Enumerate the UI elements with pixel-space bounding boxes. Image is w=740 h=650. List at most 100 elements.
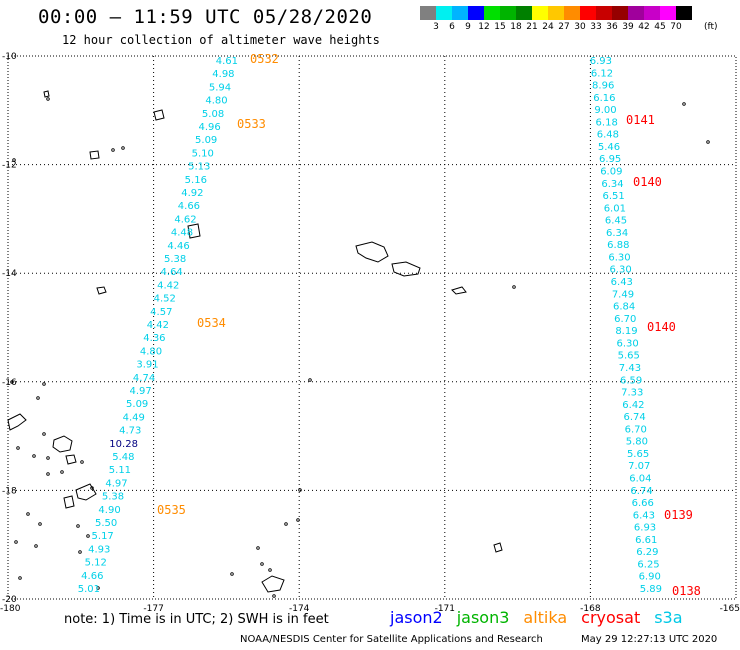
swh-label: 4.97 xyxy=(105,478,127,489)
islet-marker xyxy=(26,512,30,516)
swh-label: 4.64 xyxy=(161,267,183,278)
island-outline xyxy=(261,575,285,593)
pass-time-label: 0141 xyxy=(626,113,655,127)
color-scale-label: 70 xyxy=(670,22,682,32)
swh-label: 6.70 xyxy=(625,424,647,435)
islet-marker xyxy=(32,454,36,458)
swh-label: 5.89 xyxy=(640,584,662,595)
longitude-tick-label: -174 xyxy=(289,604,310,614)
swh-label: 5.01 xyxy=(78,584,100,595)
units-note: note: 1) Time is in UTC; 2) SWH is in fe… xyxy=(64,612,329,627)
latitude-tick-label: -16 xyxy=(2,378,17,388)
swh-label: 6.90 xyxy=(639,572,661,583)
islet-marker xyxy=(60,470,64,474)
color-scale-label: 6 xyxy=(449,22,455,32)
latitude-tick-label: -10 xyxy=(2,52,17,62)
swh-label: 5.65 xyxy=(618,351,640,362)
islet-marker xyxy=(512,285,516,289)
swh-label: 4.49 xyxy=(123,412,145,423)
swh-label: 4.97 xyxy=(129,386,151,397)
swh-label: 6.74 xyxy=(623,412,645,423)
map-grid xyxy=(8,56,736,599)
swh-label: 4.74 xyxy=(133,373,155,384)
swh-label: 4.93 xyxy=(88,544,110,555)
island-outline xyxy=(63,495,75,509)
longitude-tick-label: -171 xyxy=(435,604,455,614)
swh-label: 4.42 xyxy=(147,320,169,331)
longitude-tick-label: -177 xyxy=(143,604,163,614)
swh-label: 6.59 xyxy=(620,375,642,386)
swh-label: 4.80 xyxy=(140,346,162,357)
islet-marker xyxy=(111,148,115,152)
swh-label: 4.90 xyxy=(98,505,120,516)
color-scale-label: 15 xyxy=(494,22,506,32)
color-scale-units: (ft) xyxy=(704,22,718,32)
islet-marker xyxy=(284,522,288,526)
swh-label: 6.30 xyxy=(608,252,630,263)
swh-label: 4.61 xyxy=(216,56,238,67)
islet-marker xyxy=(268,568,272,572)
swh-label: 4.73 xyxy=(119,426,141,437)
credit-line: NOAA/NESDIS Center for Satellite Applica… xyxy=(240,634,543,645)
color-scale-label: 3 xyxy=(433,22,439,32)
island-outline xyxy=(493,542,503,553)
islet-marker xyxy=(34,544,38,548)
islet-marker xyxy=(682,102,686,106)
swh-label: 6.01 xyxy=(604,203,626,214)
island-outline xyxy=(355,241,389,263)
islet-marker xyxy=(36,396,40,400)
legend-altika: altika xyxy=(523,608,568,627)
swh-label: 5.10 xyxy=(192,148,214,159)
swh-label: 8.19 xyxy=(615,326,637,337)
swh-label: 5.65 xyxy=(627,449,649,460)
island-outline xyxy=(187,223,201,239)
swh-label: 10.28 xyxy=(109,439,138,450)
swh-label: 6.61 xyxy=(635,535,657,546)
swh-label: 6.12 xyxy=(591,68,613,79)
islet-marker xyxy=(16,446,20,450)
legend-cryosat: cryosat xyxy=(581,608,641,627)
swh-label: 4.92 xyxy=(181,188,203,199)
islet-marker xyxy=(46,456,50,460)
islet-marker xyxy=(96,586,100,590)
island-outline xyxy=(89,150,100,160)
color-swatch xyxy=(548,6,564,20)
color-swatch xyxy=(676,6,692,20)
swh-label: 5.12 xyxy=(85,558,107,569)
islet-marker xyxy=(80,460,84,464)
swh-label: 5.17 xyxy=(92,531,114,542)
pass-time-label: 0139 xyxy=(664,508,693,522)
pass-time-label: 0138 xyxy=(672,584,701,598)
island-outline xyxy=(391,261,421,277)
swh-label: 6.93 xyxy=(634,523,656,534)
swh-label: 6.70 xyxy=(614,314,636,325)
swh-label: 7.43 xyxy=(619,363,641,374)
islet-marker xyxy=(42,382,46,386)
swh-label: 6.43 xyxy=(611,277,633,288)
swh-label: 6.88 xyxy=(607,240,629,251)
swh-label: 5.50 xyxy=(95,518,117,529)
color-scale-label: 33 xyxy=(590,22,602,32)
color-swatch xyxy=(628,6,644,20)
islet-marker xyxy=(14,540,18,544)
color-swatch xyxy=(532,6,548,20)
swh-label: 4.52 xyxy=(154,294,176,305)
swh-label: 4.36 xyxy=(143,333,165,344)
island-outline xyxy=(43,90,50,98)
map-axis-labels: -180 -177 -174 -171 -168 -165 -10 -12 -14 -16 -18 -… xyxy=(0,52,740,614)
color-scale-label: 45 xyxy=(654,22,666,32)
swh-label: 4.66 xyxy=(178,201,200,212)
islet-marker xyxy=(46,472,50,476)
color-swatch xyxy=(500,6,516,20)
map-frame xyxy=(7,55,737,600)
color-swatch xyxy=(564,6,580,20)
swh-label: 6.51 xyxy=(603,191,625,202)
color-swatch xyxy=(452,6,468,20)
swh-label: 6.43 xyxy=(633,510,655,521)
color-scale-label: 42 xyxy=(638,22,650,32)
swh-label: 5.38 xyxy=(164,254,186,265)
swh-label: 5.94 xyxy=(209,82,231,93)
swh-label: 6.48 xyxy=(597,130,619,141)
islet-marker xyxy=(298,488,302,492)
